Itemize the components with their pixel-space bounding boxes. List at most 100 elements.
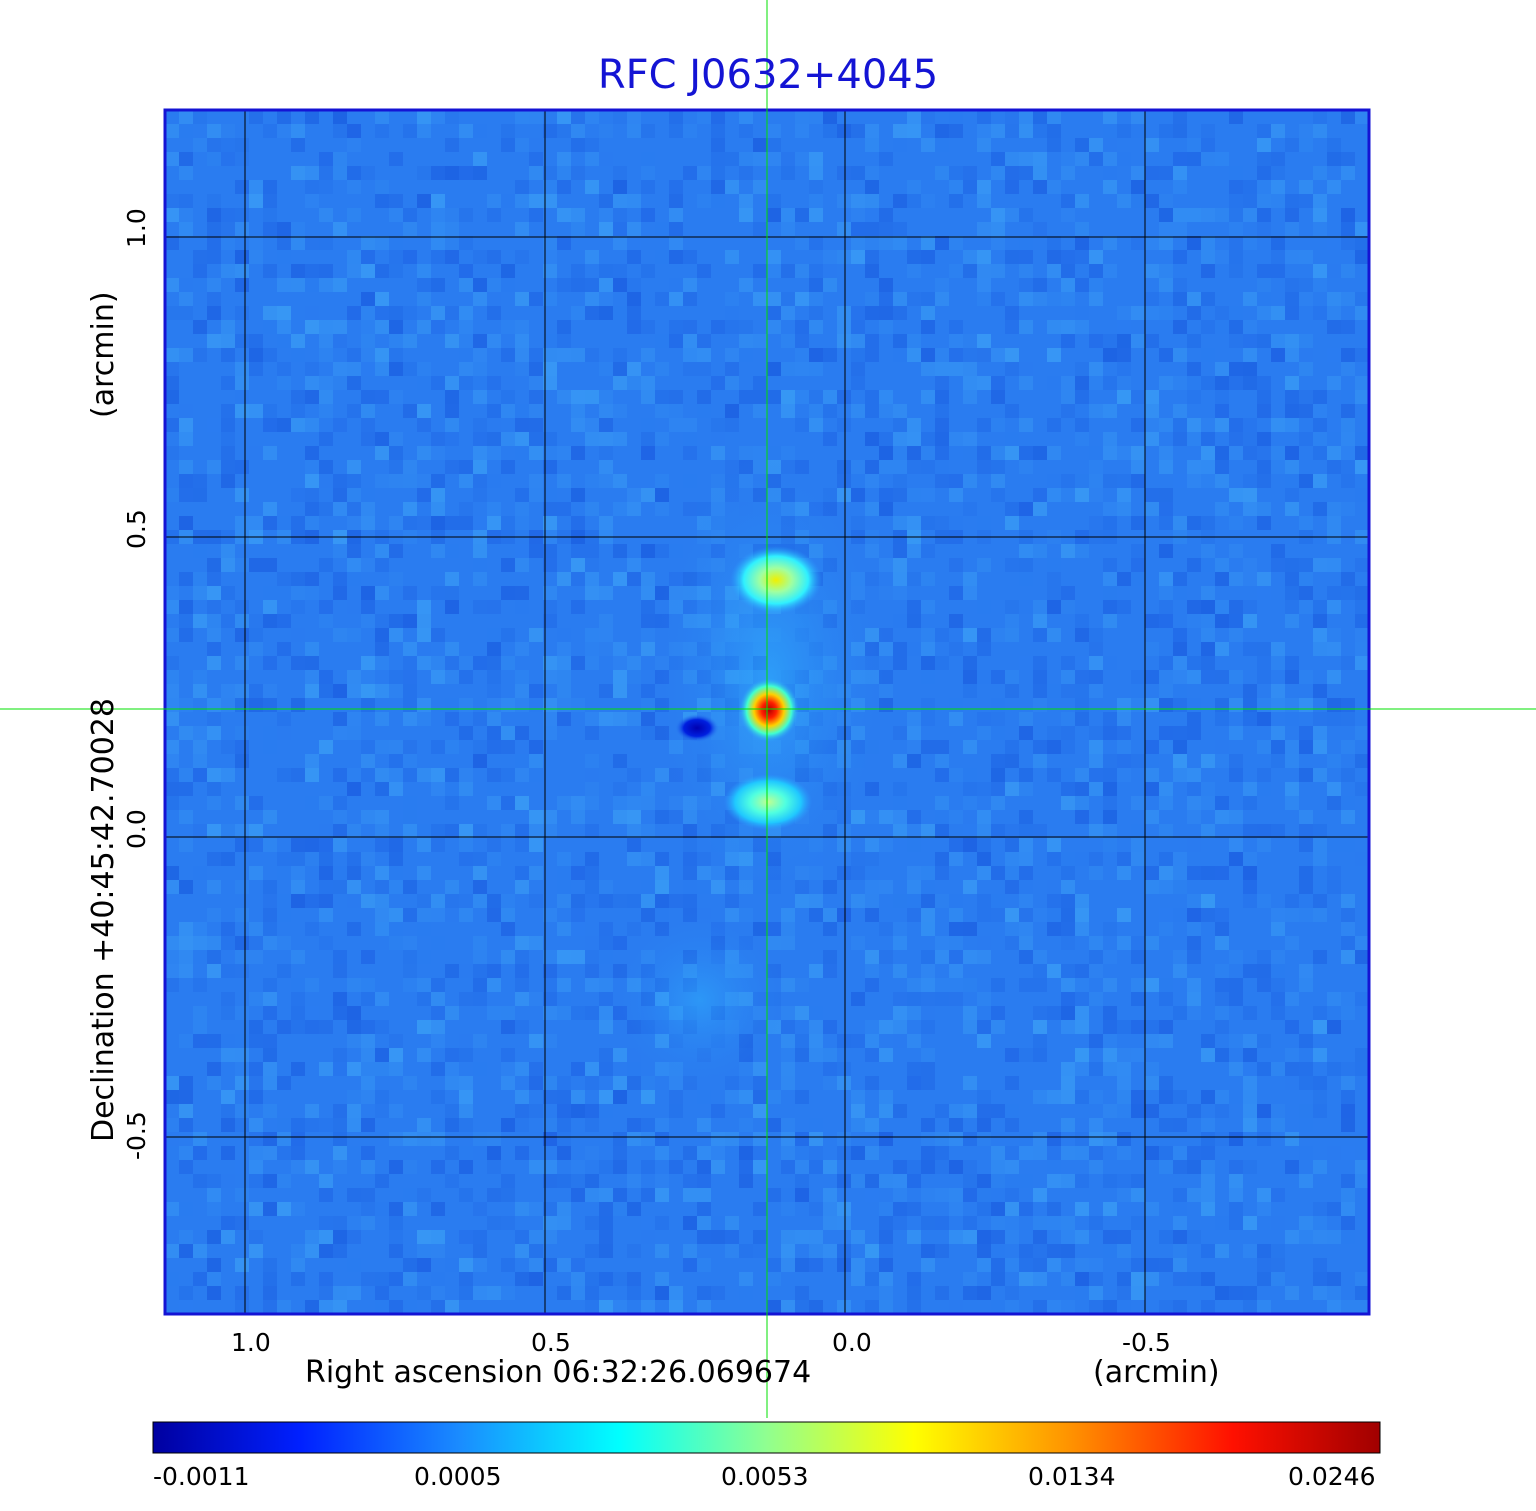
- noise-pixel: [823, 908, 837, 922]
- noise-pixel: [501, 1272, 515, 1286]
- noise-pixel: [235, 152, 249, 166]
- noise-pixel: [417, 614, 431, 628]
- noise-pixel: [809, 1174, 823, 1188]
- noise-pixel: [179, 222, 193, 236]
- noise-pixel: [1257, 264, 1271, 278]
- noise-pixel: [487, 978, 501, 992]
- noise-pixel: [1243, 348, 1257, 362]
- noise-pixel: [207, 1272, 221, 1286]
- noise-pixel: [1061, 390, 1075, 404]
- noise-pixel: [599, 1230, 613, 1244]
- noise-pixel: [1243, 320, 1257, 334]
- noise-pixel: [1257, 390, 1271, 404]
- noise-pixel: [347, 880, 361, 894]
- noise-pixel: [865, 1146, 879, 1160]
- noise-pixel: [165, 1020, 179, 1034]
- noise-pixel: [571, 1230, 585, 1244]
- noise-pixel: [375, 194, 389, 208]
- noise-pixel: [1173, 1216, 1187, 1230]
- noise-pixel: [459, 656, 473, 670]
- noise-pixel: [991, 628, 1005, 642]
- noise-pixel: [1257, 292, 1271, 306]
- noise-pixel: [333, 1230, 347, 1244]
- noise-pixel: [543, 376, 557, 390]
- noise-pixel: [319, 180, 333, 194]
- noise-pixel: [333, 880, 347, 894]
- noise-pixel: [249, 194, 263, 208]
- noise-pixel: [473, 656, 487, 670]
- noise-pixel: [921, 712, 935, 726]
- noise-pixel: [1089, 1160, 1103, 1174]
- noise-pixel: [165, 628, 179, 642]
- noise-pixel: [809, 1160, 823, 1174]
- noise-pixel: [403, 684, 417, 698]
- noise-pixel: [207, 698, 221, 712]
- noise-pixel: [837, 1202, 851, 1216]
- noise-pixel: [389, 866, 403, 880]
- noise-pixel: [1215, 866, 1229, 880]
- noise-pixel: [347, 558, 361, 572]
- noise-pixel: [907, 824, 921, 838]
- noise-pixel: [1243, 1006, 1257, 1020]
- noise-pixel: [1033, 698, 1047, 712]
- noise-pixel: [1229, 1062, 1243, 1076]
- noise-pixel: [1299, 866, 1313, 880]
- noise-pixel: [1285, 292, 1299, 306]
- noise-pixel: [291, 348, 305, 362]
- noise-pixel: [739, 908, 753, 922]
- noise-pixel: [515, 936, 529, 950]
- noise-pixel: [249, 558, 263, 572]
- noise-pixel: [1103, 572, 1117, 586]
- noise-pixel: [473, 894, 487, 908]
- noise-pixel: [613, 810, 627, 824]
- noise-pixel: [1131, 474, 1145, 488]
- noise-pixel: [501, 1076, 515, 1090]
- noise-pixel: [1047, 1090, 1061, 1104]
- noise-pixel: [1159, 852, 1173, 866]
- noise-pixel: [1173, 1006, 1187, 1020]
- noise-pixel: [193, 1034, 207, 1048]
- noise-pixel: [1355, 1160, 1369, 1174]
- noise-pixel: [921, 698, 935, 712]
- noise-pixel: [1075, 418, 1089, 432]
- noise-pixel: [1047, 852, 1061, 866]
- noise-pixel: [473, 544, 487, 558]
- noise-pixel: [1257, 740, 1271, 754]
- noise-pixel: [1005, 1188, 1019, 1202]
- noise-pixel: [809, 152, 823, 166]
- noise-pixel: [585, 110, 599, 124]
- noise-pixel: [291, 1244, 305, 1258]
- noise-pixel: [1243, 236, 1257, 250]
- noise-pixel: [1313, 208, 1327, 222]
- noise-pixel: [795, 320, 809, 334]
- noise-pixel: [529, 1062, 543, 1076]
- noise-pixel: [375, 922, 389, 936]
- noise-pixel: [501, 922, 515, 936]
- noise-pixel: [389, 362, 403, 376]
- noise-pixel: [1047, 446, 1061, 460]
- noise-pixel: [991, 824, 1005, 838]
- noise-pixel: [585, 1076, 599, 1090]
- noise-pixel: [249, 516, 263, 530]
- noise-pixel: [207, 936, 221, 950]
- noise-pixel: [739, 1174, 753, 1188]
- noise-pixel: [907, 1076, 921, 1090]
- noise-pixel: [1103, 418, 1117, 432]
- noise-pixel: [1327, 880, 1341, 894]
- noise-pixel: [165, 1132, 179, 1146]
- noise-pixel: [235, 404, 249, 418]
- noise-pixel: [417, 838, 431, 852]
- noise-pixel: [1341, 922, 1355, 936]
- noise-pixel: [949, 978, 963, 992]
- noise-pixel: [837, 1216, 851, 1230]
- noise-pixel: [1005, 1174, 1019, 1188]
- noise-pixel: [1341, 390, 1355, 404]
- noise-pixel: [585, 572, 599, 586]
- noise-pixel: [1327, 1062, 1341, 1076]
- noise-pixel: [263, 306, 277, 320]
- noise-pixel: [319, 1272, 333, 1286]
- noise-pixel: [935, 1104, 949, 1118]
- noise-pixel: [753, 1244, 767, 1258]
- noise-pixel: [501, 586, 515, 600]
- noise-pixel: [809, 992, 823, 1006]
